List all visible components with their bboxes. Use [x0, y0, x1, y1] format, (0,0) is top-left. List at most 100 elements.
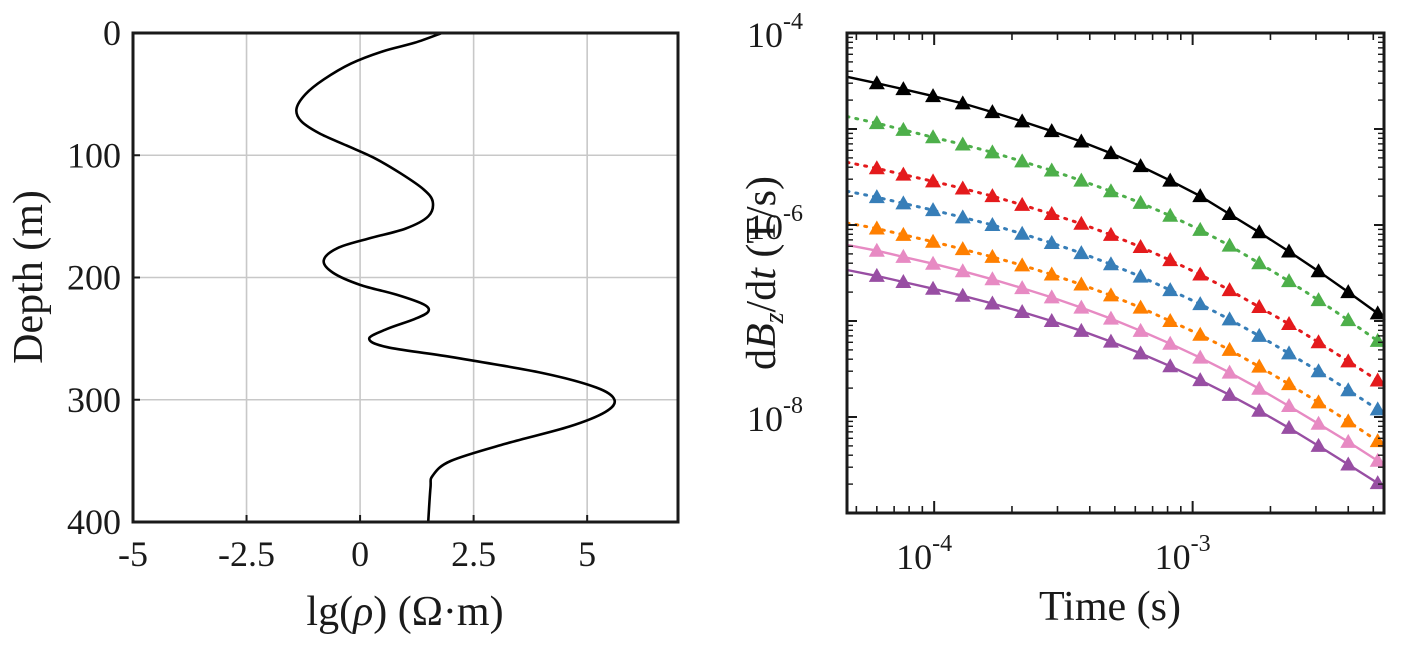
decay-marker-5-13 [1221, 364, 1238, 379]
right-y-tick-label-1: 10-6 [747, 201, 803, 247]
decay-marker-2-10 [1132, 238, 1149, 253]
decay-marker-5-10 [1132, 322, 1149, 337]
decay-marker-6-14 [1251, 402, 1268, 417]
decay-marker-5-17 [1340, 433, 1357, 448]
decay-marker-6-16 [1310, 437, 1327, 452]
decay-marker-3-15 [1281, 345, 1298, 360]
left-x-tick-label-4: 5 [578, 534, 596, 574]
decay-marker-4-10 [1132, 299, 1149, 314]
decay-marker-1-18 [1369, 332, 1386, 347]
decay-marker-5-7 [1043, 289, 1060, 304]
decay-marker-0-16 [1310, 263, 1327, 278]
decay-marker-3-4 [954, 209, 971, 224]
left-y-ticks: 0 100 200 300 400 [67, 13, 140, 542]
decay-marker-1-14 [1251, 255, 1268, 270]
decay-marker-1-6 [1014, 153, 1031, 168]
decay-marker-6-2 [895, 273, 912, 288]
decay-marker-0-3 [925, 88, 942, 103]
left-series [295, 31, 617, 523]
decay-marker-4-7 [1043, 266, 1060, 281]
decay-marker-5-14 [1251, 380, 1268, 395]
decay-marker-4-11 [1162, 313, 1179, 327]
decay-marker-0-7 [1043, 123, 1060, 138]
left-x-tick-label-3: 2.5 [451, 534, 496, 574]
decay-series-4 [845, 220, 1386, 448]
decay-marker-5-15 [1281, 398, 1298, 413]
decay-marker-6-1 [868, 267, 885, 282]
decay-marker-5-6 [1014, 280, 1031, 295]
decay-marker-4-16 [1310, 394, 1327, 409]
right-y-axis-label: dBz/dt (T/s) [739, 176, 790, 370]
decay-marker-0-14 [1251, 224, 1268, 239]
decay-marker-0-18 [1369, 305, 1386, 320]
left-y-axis-label: Depth (m) [6, 190, 52, 364]
decay-marker-6-4 [954, 287, 971, 302]
decay-marker-3-5 [984, 217, 1001, 231]
decay-marker-2-12 [1192, 266, 1209, 281]
decay-marker-5-16 [1310, 415, 1327, 430]
decay-marker-4-1 [868, 220, 885, 235]
decay-marker-4-3 [925, 233, 942, 248]
decay-marker-6-17 [1340, 456, 1357, 471]
decay-marker-0-4 [954, 95, 971, 110]
right-y-tick-label-2: 10-8 [747, 393, 803, 439]
left-y-tick-label-2: 200 [67, 258, 121, 298]
right-x-tick-label-0: 10-4 [896, 531, 952, 577]
decay-marker-2-13 [1221, 282, 1238, 297]
decay-marker-6-6 [1014, 304, 1031, 319]
decay-series-6 [846, 267, 1386, 490]
decay-marker-2-8 [1073, 215, 1090, 230]
decay-marker-4-14 [1251, 358, 1268, 373]
left-y-tick-label-1: 100 [67, 135, 121, 175]
decay-marker-3-6 [1014, 225, 1031, 240]
left-x-ticks: -5 -2.5 0 2.5 5 [118, 515, 596, 574]
decay-marker-4-17 [1340, 413, 1357, 428]
decay-marker-0-13 [1221, 206, 1238, 221]
decay-marker-0-6 [1014, 113, 1031, 128]
decay-series-0 [846, 75, 1386, 320]
right-plot-frame [845, 31, 1386, 515]
decay-marker-3-17 [1340, 382, 1357, 397]
decay-marker-3-16 [1310, 363, 1327, 378]
decay-marker-3-12 [1192, 296, 1209, 311]
decay-marker-0-2 [895, 81, 912, 96]
decay-marker-5-11 [1162, 335, 1179, 350]
dbz-dt-time-chart: 10-4 10-3 10-4 10-6 10-8 Time (s) dBz/dt (T… [739, 9, 1386, 630]
decay-marker-3-8 [1073, 245, 1090, 260]
decay-marker-1-10 [1132, 194, 1149, 209]
left-y-tick-label-4: 400 [67, 502, 121, 542]
left-x-tick-label-1: -2.5 [218, 534, 275, 574]
decay-marker-4-12 [1192, 326, 1209, 341]
decay-marker-1-8 [1073, 172, 1090, 187]
decay-marker-0-15 [1281, 243, 1298, 258]
decay-marker-3-2 [895, 195, 912, 210]
decay-marker-2-7 [1043, 206, 1060, 221]
decay-marker-4-15 [1281, 376, 1298, 391]
decay-marker-1-4 [954, 136, 971, 151]
decay-marker-1-5 [984, 144, 1001, 159]
decay-marker-5-5 [984, 271, 1001, 286]
decay-marker-5-18 [1369, 452, 1386, 467]
decay-marker-0-11 [1162, 172, 1179, 187]
decay-marker-3-1 [868, 189, 885, 204]
decay-marker-0-17 [1340, 284, 1357, 299]
decay-marker-1-3 [925, 129, 942, 144]
decay-marker-3-7 [1043, 234, 1060, 249]
left-x-axis-label: lg(ρ) (Ω·m) [306, 589, 503, 635]
decay-marker-6-10 [1132, 345, 1149, 360]
decay-marker-6-3 [925, 280, 942, 295]
decay-marker-0-8 [1073, 133, 1090, 148]
resistivity-depth-chart: -5 -2.5 0 2.5 5 0 100 200 300 400 lg(ρ) (Ω·m) De… [6, 13, 680, 635]
right-x-axis-label: Time (s) [1039, 584, 1181, 630]
decay-marker-5-2 [895, 248, 912, 263]
right-series [845, 75, 1386, 490]
decay-marker-0-10 [1132, 158, 1149, 173]
decay-line-5 [846, 243, 1379, 462]
decay-marker-5-4 [954, 263, 971, 278]
decay-series-2 [845, 160, 1386, 387]
decay-marker-2-5 [984, 188, 1001, 203]
decay-marker-1-1 [868, 115, 885, 130]
decay-series-3 [845, 189, 1386, 416]
decay-marker-0-9 [1102, 145, 1119, 160]
decay-series-1 [845, 115, 1386, 347]
